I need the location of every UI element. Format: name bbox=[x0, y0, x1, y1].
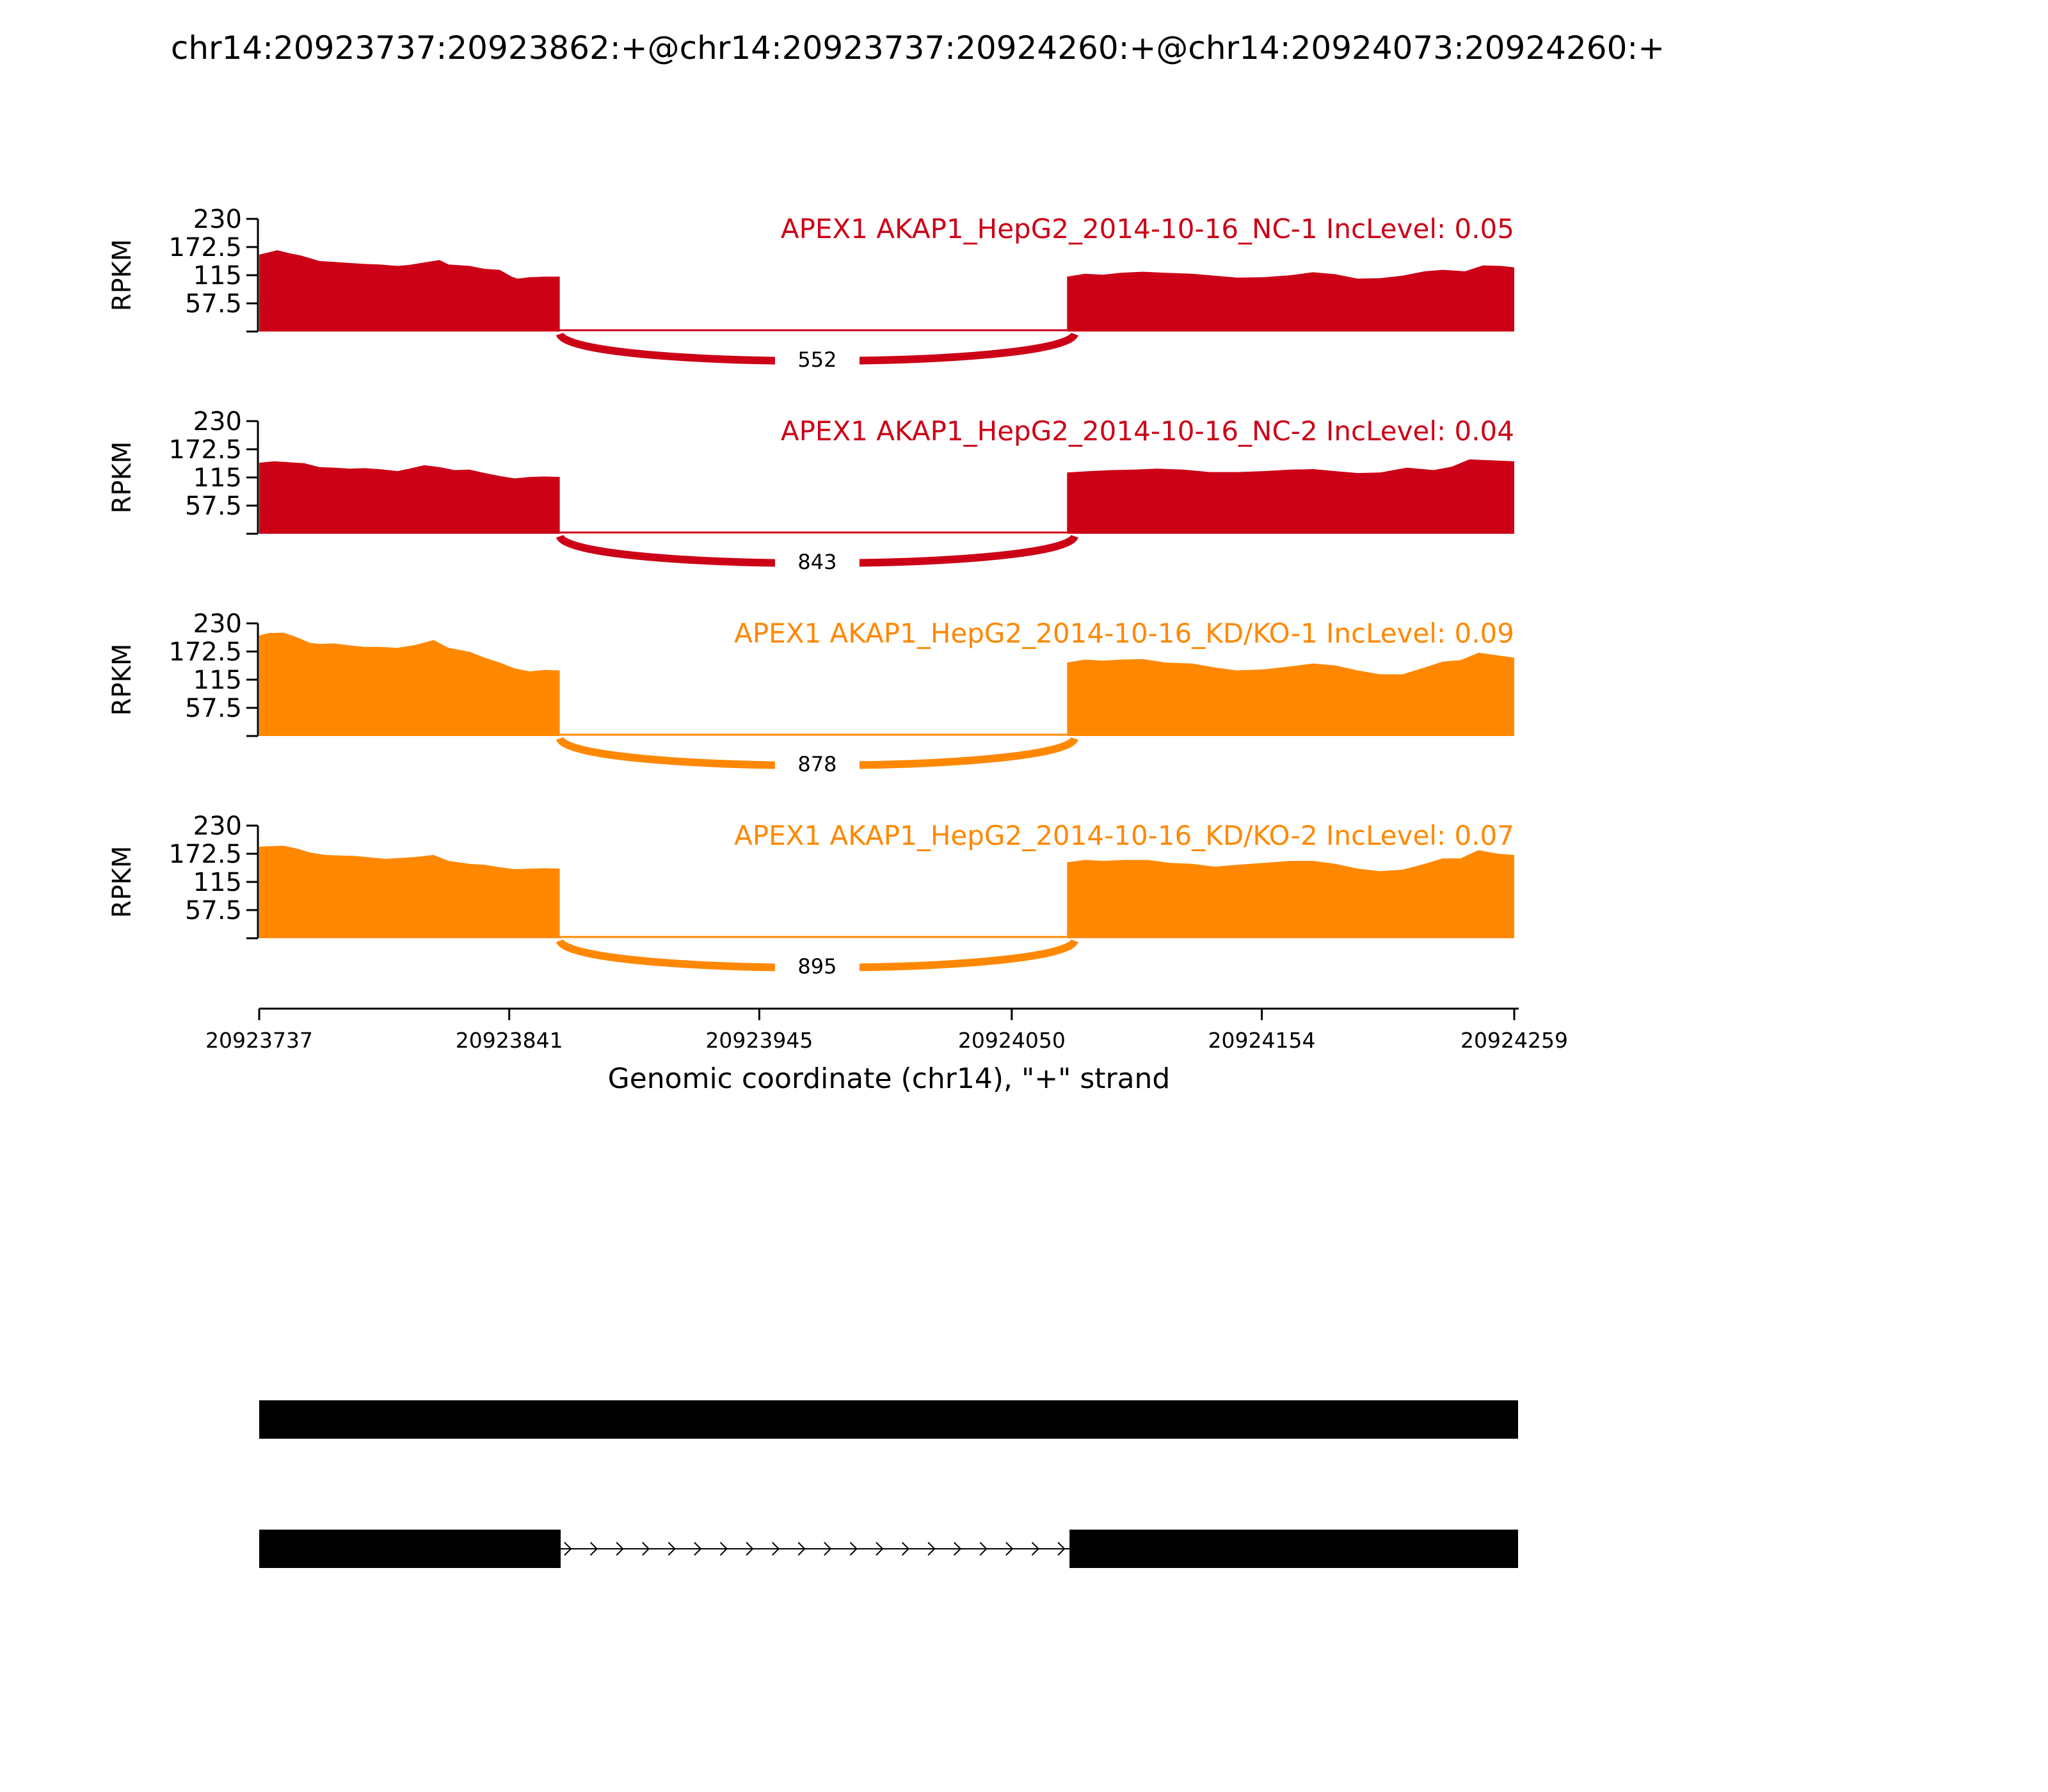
y-tick-label: 115 bbox=[193, 666, 242, 695]
junction-count-box bbox=[774, 952, 860, 980]
y-tick-label: 57.5 bbox=[185, 289, 242, 319]
strand-arrow bbox=[719, 1542, 728, 1556]
y-tick-label: 172.5 bbox=[168, 435, 242, 465]
junction-count-box bbox=[774, 547, 860, 575]
strand-arrow bbox=[954, 1542, 962, 1556]
y-tick-label: 57.5 bbox=[185, 694, 242, 723]
y-tick-label: 172.5 bbox=[168, 637, 242, 667]
coverage-exon2 bbox=[1067, 265, 1514, 332]
y-tick-label: 172.5 bbox=[168, 840, 242, 869]
strand-arrow bbox=[668, 1542, 676, 1556]
coverage-exon2 bbox=[1067, 850, 1514, 938]
y-tick-label: 115 bbox=[193, 868, 242, 897]
strand-arrow bbox=[824, 1542, 832, 1556]
inclusion-isoform bbox=[259, 1400, 1518, 1439]
coverage-exon2 bbox=[1067, 459, 1514, 534]
gene-models bbox=[259, 1400, 1518, 1568]
strand-arrow bbox=[616, 1542, 624, 1556]
strand-arrow bbox=[694, 1542, 702, 1556]
coverage-exon1 bbox=[259, 845, 560, 938]
y-tick-label: 115 bbox=[193, 261, 242, 291]
strand-arrow bbox=[927, 1542, 936, 1556]
junction-count-box bbox=[774, 345, 860, 373]
x-axis-label: Genomic coordinate (chr14), "+" strand bbox=[608, 1062, 1171, 1095]
y-tick-label: 57.5 bbox=[185, 492, 242, 521]
track-label: APEX1 AKAP1_HepG2_2014-10-16_KD/KO-2 Inc… bbox=[734, 820, 1514, 851]
y-axis-label: RPKM bbox=[108, 846, 137, 918]
y-tick-label: 172.5 bbox=[168, 233, 242, 262]
exon-block bbox=[1069, 1530, 1518, 1568]
coverage-exon1 bbox=[259, 250, 560, 332]
exon-block bbox=[259, 1400, 1518, 1439]
y-tick-label: 115 bbox=[193, 463, 242, 493]
junction-count: 843 bbox=[797, 550, 836, 574]
track-label: APEX1 AKAP1_HepG2_2014-10-16_NC-2 IncLev… bbox=[781, 415, 1514, 447]
strand-arrow bbox=[849, 1542, 858, 1556]
y-tick-label: 230 bbox=[193, 407, 242, 436]
x-tick-label: 20924154 bbox=[1208, 1028, 1316, 1053]
skipping-isoform bbox=[259, 1530, 1518, 1568]
y-axis-label: RPKM bbox=[108, 644, 137, 716]
strand-arrow bbox=[979, 1542, 988, 1556]
junction-count: 552 bbox=[797, 348, 836, 372]
coverage-exon1 bbox=[259, 461, 560, 534]
y-tick-label: 230 bbox=[193, 812, 242, 841]
strand-arrow bbox=[876, 1542, 884, 1556]
strand-arrow bbox=[564, 1542, 572, 1556]
strand-arrow bbox=[771, 1542, 780, 1556]
x-tick-label: 20923841 bbox=[456, 1028, 563, 1053]
junction-count: 878 bbox=[797, 752, 836, 776]
x-axis: Genomic coordinate (chr14), "+" strand 2… bbox=[205, 1007, 1568, 1095]
x-tick-label: 20923945 bbox=[705, 1028, 813, 1053]
exon-block bbox=[259, 1530, 561, 1568]
strand-arrow bbox=[797, 1542, 806, 1556]
coverage-exon2 bbox=[1067, 652, 1514, 736]
strand-arrow bbox=[1057, 1542, 1066, 1556]
track-label: APEX1 AKAP1_HepG2_2014-10-16_KD/KO-1 Inc… bbox=[734, 618, 1514, 649]
track-label: APEX1 AKAP1_HepG2_2014-10-16_NC-1 IncLev… bbox=[781, 213, 1514, 244]
strand-arrow bbox=[642, 1542, 650, 1556]
y-tick-label: 57.5 bbox=[185, 896, 242, 925]
strand-arrow bbox=[1005, 1542, 1014, 1556]
junction-count: 895 bbox=[797, 954, 836, 979]
y-tick-label: 230 bbox=[193, 205, 242, 234]
y-axis-label: RPKM bbox=[108, 442, 137, 514]
plot-title: chr14:20923737:20923862:+@chr14:20923737… bbox=[171, 29, 1665, 67]
strand-arrow bbox=[589, 1542, 598, 1556]
x-tick-label: 20924259 bbox=[1460, 1028, 1568, 1053]
strand-arrow bbox=[746, 1542, 754, 1556]
y-tick-label: 230 bbox=[193, 609, 242, 639]
strand-arrow bbox=[901, 1542, 910, 1556]
x-tick-label: 20923737 bbox=[205, 1028, 313, 1053]
coverage-exon1 bbox=[259, 632, 560, 736]
junction-count-box bbox=[774, 749, 860, 778]
x-tick-label: 20924050 bbox=[958, 1028, 1066, 1053]
strand-arrow bbox=[1031, 1542, 1039, 1556]
y-axis-label: RPKM bbox=[108, 239, 137, 312]
